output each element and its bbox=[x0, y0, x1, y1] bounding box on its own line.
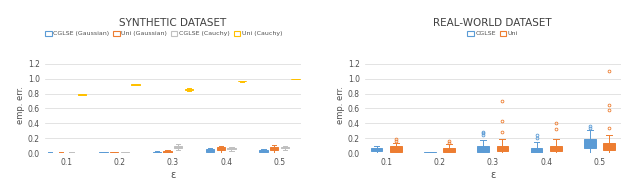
X-axis label: ε: ε bbox=[170, 170, 175, 180]
PathPatch shape bbox=[163, 151, 172, 153]
Y-axis label: emp. err.: emp. err. bbox=[16, 86, 25, 124]
Title: SYNTHETIC DATASET: SYNTHETIC DATASET bbox=[119, 18, 227, 27]
PathPatch shape bbox=[477, 146, 489, 152]
PathPatch shape bbox=[603, 143, 615, 150]
PathPatch shape bbox=[131, 84, 140, 85]
PathPatch shape bbox=[174, 146, 182, 148]
PathPatch shape bbox=[371, 148, 383, 151]
PathPatch shape bbox=[531, 148, 542, 153]
PathPatch shape bbox=[216, 147, 225, 150]
PathPatch shape bbox=[110, 152, 118, 153]
PathPatch shape bbox=[259, 150, 268, 152]
Title: REAL-WORLD DATASET: REAL-WORLD DATASET bbox=[433, 18, 552, 27]
PathPatch shape bbox=[270, 147, 278, 150]
PathPatch shape bbox=[390, 146, 402, 152]
Legend: CGLSE, Uni: CGLSE, Uni bbox=[465, 28, 521, 39]
PathPatch shape bbox=[120, 152, 129, 153]
PathPatch shape bbox=[78, 94, 86, 95]
PathPatch shape bbox=[227, 148, 236, 149]
Y-axis label: emp. err.: emp. err. bbox=[336, 86, 345, 124]
Legend: CGLSE (Gaussian), Uni (Gaussian), CGLSE (Cauchy), Uni (Cauchy): CGLSE (Gaussian), Uni (Gaussian), CGLSE … bbox=[43, 28, 285, 39]
PathPatch shape bbox=[152, 152, 161, 153]
PathPatch shape bbox=[99, 152, 108, 153]
PathPatch shape bbox=[184, 89, 193, 90]
PathPatch shape bbox=[424, 152, 436, 153]
PathPatch shape bbox=[206, 149, 214, 152]
PathPatch shape bbox=[550, 146, 562, 151]
PathPatch shape bbox=[497, 146, 508, 151]
PathPatch shape bbox=[443, 148, 455, 152]
PathPatch shape bbox=[584, 139, 596, 148]
PathPatch shape bbox=[280, 147, 289, 148]
X-axis label: ε: ε bbox=[490, 170, 495, 180]
